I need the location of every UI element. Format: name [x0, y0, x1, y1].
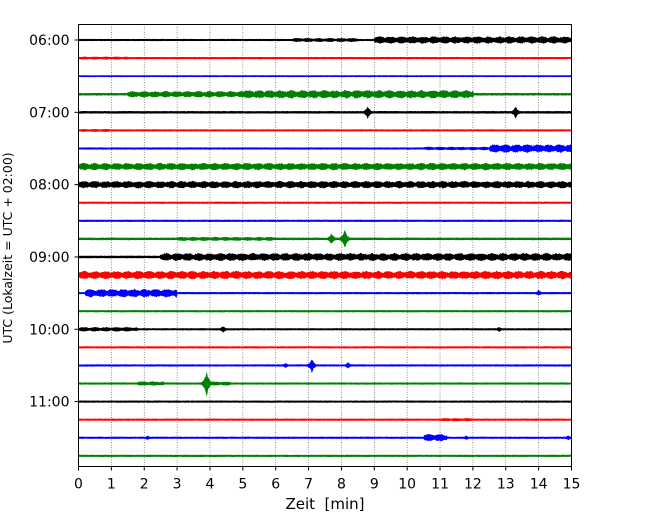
x-tick-label-15: 15	[563, 477, 581, 493]
x-tick-label-0: 0	[74, 477, 83, 493]
trace-0800	[78, 180, 572, 189]
trace-0815	[78, 201, 572, 204]
x-tick-label-4: 4	[206, 477, 215, 493]
trace-0945	[78, 310, 572, 313]
x-tick-label-14: 14	[530, 477, 548, 493]
trace-1145	[78, 454, 572, 458]
trace-1115	[78, 418, 572, 422]
x-tick-label-2: 2	[140, 477, 149, 493]
trace-0615	[78, 56, 572, 60]
y-tick-label-0: 06:00	[29, 33, 69, 49]
x-tick-label-12: 12	[464, 477, 482, 493]
trace-0630	[78, 75, 572, 78]
vertical-grid	[111, 24, 539, 467]
x-tick-label-11: 11	[431, 477, 449, 493]
y-tick-label-4: 10:00	[29, 322, 69, 338]
x-tick-label-6: 6	[271, 477, 280, 493]
x-tick-label-8: 8	[337, 477, 346, 493]
trace-1100	[78, 400, 572, 403]
plot-frame	[78, 24, 572, 467]
y-tick-label-5: 11:00	[29, 395, 69, 411]
x-tick-label-3: 3	[173, 477, 182, 493]
trace-0830	[78, 219, 572, 222]
y-tick-label-3: 09:00	[29, 250, 69, 266]
x-tick-label-9: 9	[370, 477, 379, 493]
x-tick-label-13: 13	[497, 477, 515, 493]
x-tick-label-5: 5	[238, 477, 247, 493]
y-axis-ticks: 06:00 07:00 08:00 09:00 10:00 11:00	[29, 33, 79, 411]
y-tick-label-1: 07:00	[29, 105, 69, 121]
x-axis-label: Zeit [min]	[285, 495, 364, 513]
trace-0715	[78, 128, 572, 132]
trace-0915	[78, 270, 572, 280]
y-axis-label: UTC (Lokalzeit = UTC + 02:00)	[0, 152, 15, 343]
x-tick-label-7: 7	[304, 477, 313, 493]
x-tick-label-1: 1	[107, 477, 116, 493]
x-axis-ticks: 0 1 2 3 4 5 6 7 8 9 10 11 12 13 14 15	[74, 466, 581, 493]
y-tick-label-2: 08:00	[29, 178, 69, 194]
trace-1015	[78, 346, 572, 349]
x-tick-label-10: 10	[398, 477, 416, 493]
